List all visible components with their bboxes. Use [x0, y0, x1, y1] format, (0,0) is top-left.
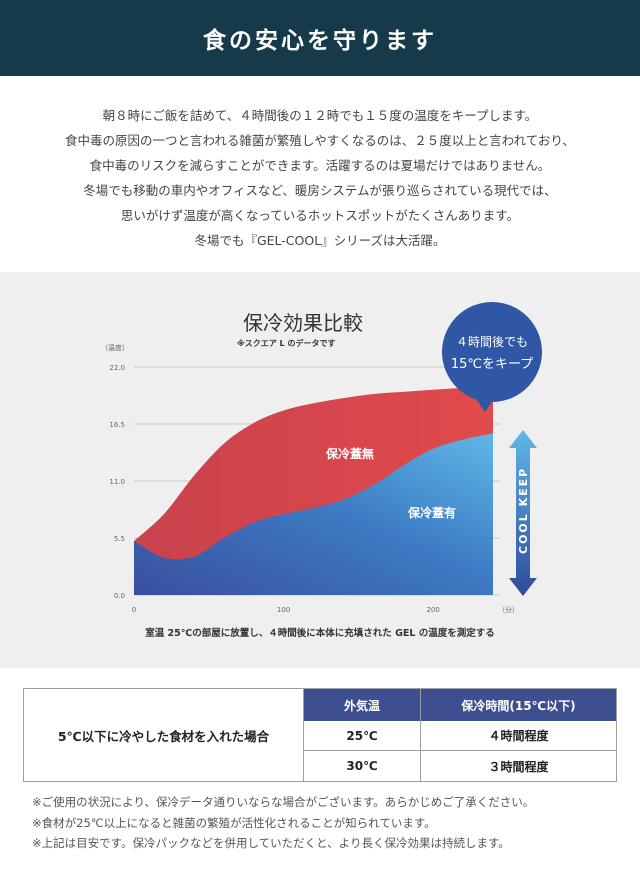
series-label-without-lid: 保冷蓋無: [325, 446, 374, 461]
table-cell: ３時間程度: [488, 759, 549, 774]
y-tick-label: 0.0: [114, 592, 125, 600]
y-tick-labels: 0.0 5.5 11.0 16.5 22.0: [109, 364, 125, 600]
chart-caption: 室温 25℃の部屋に放置し、４時間後に本体に充填された GEL の温度を測定する: [145, 627, 495, 639]
table-header-cooling-time: 保冷時間(15℃以下): [421, 689, 616, 721]
cooling-chart: 保冷効果比較 ※スクエア L のデータです （温度） （分） 0.0 5.5 11.…: [101, 302, 542, 639]
header-banner: 食の安心を守ります: [0, 0, 640, 76]
x-axis-unit: （分）: [498, 605, 519, 614]
footnote: ※食材が25℃以上になると雑菌の繁殖が活性化されることが知られています。: [32, 815, 436, 830]
cool-keep-label: COOL KEEP: [517, 467, 530, 554]
y-axis-unit: （温度）: [101, 343, 129, 352]
y-tick-label: 11.0: [109, 478, 125, 486]
chart-panel: 保冷効果比較 ※スクエア L のデータです （温度） （分） 0.0 5.5 11.…: [0, 272, 640, 668]
x-tick-label: 0: [132, 606, 136, 614]
x-tick-label: 200: [426, 606, 439, 614]
intro-line: 思いがけず温度が高くなっているホットスポットがたくさんあります。: [120, 208, 520, 223]
cool-keep-arrow: COOL KEEP: [509, 430, 537, 596]
series-label-with-lid: 保冷蓋有: [407, 505, 456, 520]
intro-line: 冬場でも移動の車内やオフィスなど、暖房システムが張り巡らされている現代では、: [83, 183, 557, 198]
chart-subtitle: ※スクエア L のデータです: [237, 338, 335, 348]
table-cell: 30℃: [304, 751, 421, 781]
y-tick-label: 16.5: [109, 421, 125, 429]
y-tick-label: 22.0: [109, 364, 125, 372]
table-header-outside-temp: 外気温: [304, 689, 421, 721]
badge-circle: [442, 302, 542, 402]
table-row-label: 5℃以下に冷やした食材を入れた場合: [24, 689, 304, 781]
footnotes: ※ご使用の状況により、保冷データ通りいならな場合がございます。あらかじめご了承く…: [32, 792, 534, 854]
cooling-time-table: 5℃以下に冷やした食材を入れた場合 外気温 保冷時間(15℃以下) 25℃ ４時…: [23, 688, 617, 782]
intro-line: 食中毒のリスクを減らすことができます。活躍するのは夏場だけではありません。: [89, 158, 551, 173]
intro-line: 食中毒の原因の一つと言われる雑菌が繁殖しやすくなるのは、２５度以上と言われており…: [65, 133, 575, 148]
intro-line: 冬場でも『GEL-COOL』シリーズは大活躍。: [194, 233, 446, 248]
series-with-lid-area: [134, 433, 493, 595]
x-tick-labels: 0 100 200: [132, 606, 440, 614]
table-cell: ４時間程度: [421, 721, 616, 751]
table-cell: 25℃: [304, 721, 421, 751]
footnote: ※ご使用の状況により、保冷データ通りいならな場合がございます。あらかじめご了承く…: [32, 795, 535, 809]
intro-text: 朝８時にご飯を詰めて、４時間後の１２時でも１５度の温度をキープします。 食中毒の…: [0, 103, 640, 253]
chart-title: 保冷効果比較: [243, 311, 363, 335]
y-tick-label: 5.5: [114, 535, 125, 543]
footnote: ※上記は目安です。保冷パックなどを併用していただくと、より長く保冷効果は持続しま…: [32, 836, 510, 850]
badge-line2: 15℃をキープ: [451, 357, 533, 372]
intro-line: 朝８時にご飯を詰めて、４時間後の１２時でも１５度の温度をキープします。: [102, 108, 538, 123]
page-title: 食の安心を守ります: [203, 28, 437, 54]
badge-line1: ４時間後でも: [456, 335, 528, 349]
badge: ４時間後でも 15℃をキープ: [442, 302, 542, 412]
x-tick-label: 100: [277, 606, 290, 614]
